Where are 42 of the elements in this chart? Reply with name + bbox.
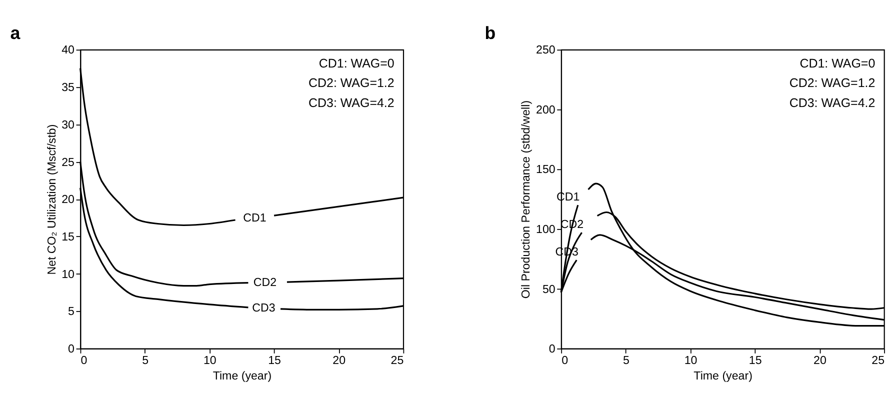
annotation: CD1: WAG=0: [800, 56, 876, 71]
series-label: CD3: [252, 302, 276, 315]
series-label: CD2: [253, 277, 277, 290]
x-tick-label: 0: [80, 355, 88, 368]
y-tick-label: 200: [536, 104, 556, 116]
x-tick-label: 5: [622, 355, 630, 368]
y-axis-title: Oil Production Performance (stbd/well): [520, 100, 533, 299]
y-tick-label: 250: [536, 44, 556, 57]
x-axis-title: Time (year): [212, 370, 272, 382]
y-tick-label: 35: [62, 82, 74, 94]
x-tick-label: 0: [562, 355, 568, 368]
y-axis-title: Net CO₂ Utilization (Mscf/stb): [46, 124, 58, 275]
chart-title: b: [484, 22, 496, 43]
annotation: CD3: WAG=4.2: [789, 96, 876, 110]
x-tick-label: 15: [748, 355, 762, 368]
x-tick-label: 25: [872, 355, 885, 368]
y-tick-label: 0: [548, 344, 556, 356]
x-axis-title: Time (year): [694, 370, 753, 382]
y-tick-label: 0: [68, 344, 74, 356]
y-tick-label: 10: [62, 268, 74, 281]
x-tick-label: 10: [203, 355, 216, 368]
annotation: CD2: WAG=1.2: [789, 76, 876, 90]
x-tick-label: 25: [390, 355, 404, 368]
y-tick-label: 20: [62, 194, 74, 206]
y-tick-label: 100: [536, 224, 556, 236]
y-tick-label: 30: [62, 119, 74, 132]
y-tick-label: 15: [62, 231, 74, 244]
y-tick-label: 5: [68, 306, 74, 318]
annotation: CD1: WAG=0: [318, 56, 394, 71]
x-tick-label: 10: [684, 355, 698, 368]
y-tick-label: 150: [536, 164, 556, 176]
annotation: CD3: WAG=4.2: [308, 96, 394, 110]
y-tick-label: 40: [62, 44, 74, 57]
x-tick-label: 15: [268, 355, 281, 368]
y-tick-label: 50: [542, 284, 556, 296]
y-tick-label: 25: [62, 156, 74, 169]
x-tick-label: 20: [332, 355, 346, 368]
chart-title: a: [10, 22, 22, 43]
x-tick-label: 20: [813, 355, 826, 368]
annotation: CD2: WAG=1.2: [308, 76, 394, 90]
x-tick-label: 5: [142, 355, 149, 368]
series-label: CD1: [243, 212, 266, 224]
